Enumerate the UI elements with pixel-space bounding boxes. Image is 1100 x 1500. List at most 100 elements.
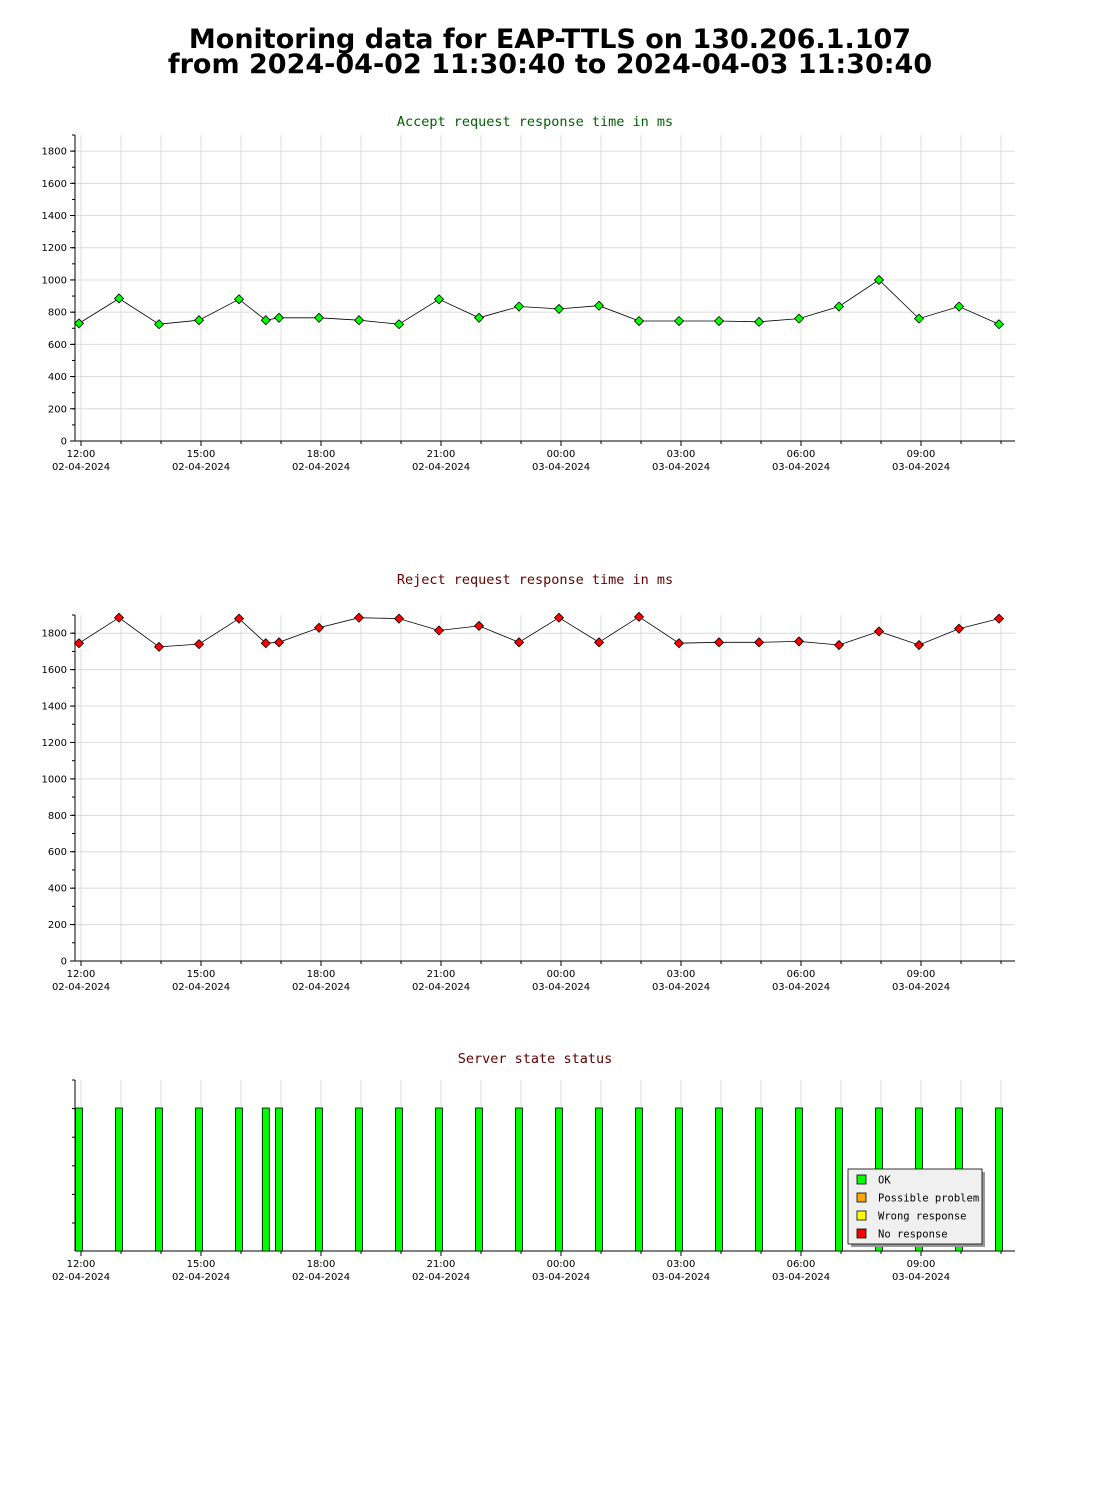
y-tick-label: 600 [48, 340, 67, 351]
data-point [673, 638, 685, 649]
data-point [673, 315, 685, 327]
legend-swatch [856, 1228, 867, 1239]
chart-title: Reject request response time in ms [397, 572, 673, 588]
x-tick-time-label: 00:00 [547, 1259, 576, 1270]
legend-label: No response [878, 1229, 948, 1241]
status-bar [515, 1107, 523, 1252]
x-tick-time-label: 21:00 [427, 1259, 456, 1270]
legend-label: Wrong response [878, 1211, 967, 1223]
status-bar [261, 1107, 270, 1252]
status-bar [235, 1107, 243, 1252]
chart-title: Server state status [458, 1051, 612, 1067]
x-tick-date-label: 02-04-2024 [172, 982, 230, 993]
page-title-line1: Monitoring data for EAP-TTLS on 130.206.… [188, 24, 912, 55]
data-point [313, 622, 325, 633]
data-point [73, 318, 85, 329]
x-tick-time-label: 12:00 [67, 969, 96, 980]
data-point [513, 301, 525, 312]
data-point [833, 639, 845, 651]
data-point [113, 612, 125, 623]
x-tick-date-label: 03-04-2024 [652, 462, 710, 473]
data-point [153, 319, 165, 330]
data-point [353, 315, 365, 326]
x-tick-time-label: 06:00 [787, 1259, 816, 1270]
x-tick-date-label: 03-04-2024 [772, 1272, 830, 1283]
x-tick-time-label: 18:00 [307, 449, 336, 460]
data-point [633, 315, 645, 327]
data-point [633, 611, 645, 622]
x-tick-date-label: 02-04-2024 [412, 1272, 470, 1283]
data-point [193, 315, 205, 326]
y-tick-label: 800 [48, 811, 67, 822]
x-tick-time-label: 12:00 [67, 1259, 96, 1270]
x-tick-date-label: 03-04-2024 [532, 1272, 590, 1283]
x-tick-time-label: 06:00 [787, 449, 816, 460]
y-tick-label: 0 [61, 437, 67, 448]
x-tick-time-label: 18:00 [307, 969, 336, 980]
legend: OK Possible problem Wrong response No respo… [847, 1168, 985, 1247]
legend-swatch [856, 1210, 867, 1221]
x-tick-date-label: 02-04-2024 [412, 982, 470, 993]
data-point [153, 641, 165, 652]
data-point [233, 294, 245, 305]
status-bar [755, 1107, 763, 1252]
data-point [753, 637, 765, 648]
data-point [593, 637, 605, 648]
x-tick-time-label: 21:00 [427, 449, 456, 460]
data-point [793, 313, 805, 324]
status-bar [595, 1107, 603, 1252]
status-bar [555, 1107, 563, 1252]
data-point [553, 303, 565, 315]
data-point [193, 639, 205, 650]
data-point [913, 639, 925, 651]
data-point [473, 312, 485, 323]
data-point [473, 620, 485, 631]
status-bar [395, 1107, 403, 1252]
y-tick-label: 1200 [42, 243, 67, 254]
x-tick-time-label: 21:00 [427, 969, 456, 980]
data-point [873, 626, 885, 637]
x-tick-date-label: 03-04-2024 [892, 982, 950, 993]
status-bar [275, 1107, 283, 1252]
x-tick-time-label: 18:00 [307, 1259, 336, 1270]
data-point [513, 637, 525, 648]
x-tick-date-label: 03-04-2024 [772, 462, 830, 473]
data-point [273, 312, 285, 323]
y-tick-label: 1800 [42, 629, 67, 640]
page-title-line2: from 2024-04-02 11:30:40 to 2024-04-03 1… [167, 49, 933, 80]
x-tick-time-label: 09:00 [907, 969, 936, 980]
legend-swatch [856, 1192, 867, 1203]
status-bar [435, 1107, 443, 1252]
data-point [353, 612, 365, 623]
status-bar [795, 1107, 803, 1252]
status-bar [635, 1107, 643, 1252]
data-point [113, 293, 125, 304]
y-tick-label: 1600 [42, 179, 67, 190]
data-point [953, 623, 965, 634]
status-bar [355, 1107, 363, 1252]
data-point [433, 294, 445, 305]
x-tick-time-label: 00:00 [547, 969, 576, 980]
grid-lines [75, 615, 1015, 961]
series-line [78, 279, 1000, 325]
x-tick-time-label: 06:00 [787, 969, 816, 980]
x-tick-date-label: 02-04-2024 [292, 462, 350, 473]
x-tick-time-label: 12:00 [67, 449, 96, 460]
y-tick-label: 1000 [42, 774, 67, 785]
data-point [433, 625, 445, 636]
data-point [833, 301, 845, 312]
data-point [953, 301, 965, 312]
legend-label: Possible problem [878, 1193, 979, 1205]
data-point [260, 315, 271, 326]
x-tick-date-label: 02-04-2024 [172, 462, 230, 473]
x-tick-date-label: 03-04-2024 [532, 982, 590, 993]
chart-1: Accept request response time in ms 0 200 40… [42, 114, 1015, 473]
y-tick-label: 1600 [42, 665, 67, 676]
x-tick-time-label: 09:00 [907, 1259, 936, 1270]
legend-swatch [856, 1174, 867, 1185]
data-point [793, 636, 805, 647]
status-bar [75, 1107, 83, 1252]
y-tick-label: 400 [48, 372, 67, 383]
y-tick-label: 0 [61, 957, 67, 968]
